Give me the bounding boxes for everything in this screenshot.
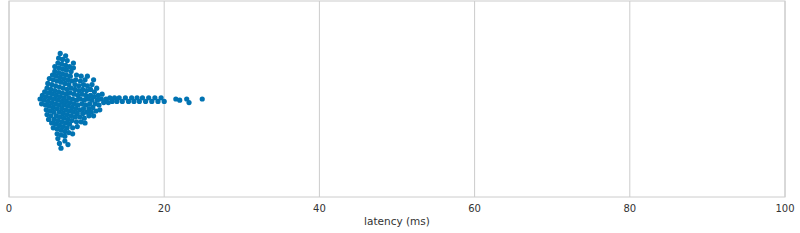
point: [82, 116, 87, 121]
grid-line: [319, 1, 320, 197]
point: [58, 51, 63, 56]
point: [79, 74, 84, 79]
tick-label: 0: [6, 203, 12, 214]
point: [71, 60, 76, 65]
point: [76, 83, 81, 88]
point: [82, 120, 87, 125]
point: [57, 141, 62, 146]
x-axis-label: latency (ms): [364, 215, 430, 227]
point: [94, 86, 99, 91]
point: [177, 98, 182, 103]
tick-label: 80: [623, 203, 636, 214]
point: [100, 92, 105, 97]
point: [63, 53, 68, 58]
points: [37, 51, 204, 151]
tick-label: 40: [313, 203, 326, 214]
point: [71, 65, 76, 70]
point: [91, 113, 96, 118]
point: [75, 124, 80, 129]
point: [186, 100, 191, 105]
tick-label: 60: [468, 203, 481, 214]
grid: [9, 1, 785, 197]
grid-line: [474, 1, 475, 197]
point: [162, 99, 167, 104]
point: [58, 146, 63, 151]
plot-frame: [9, 1, 785, 197]
point: [65, 142, 70, 147]
chart-svg: 0 20 40 60 80 100 latency (ms): [0, 0, 800, 233]
chart-root: 0 20 40 60 80 100 latency (ms): [0, 0, 800, 233]
point: [73, 77, 78, 82]
point: [68, 74, 73, 79]
grid-line: [629, 1, 630, 197]
point: [62, 134, 67, 139]
point: [65, 58, 70, 63]
point: [74, 72, 79, 77]
point: [74, 119, 79, 124]
point: [70, 131, 75, 136]
point: [91, 77, 96, 82]
point: [96, 102, 101, 107]
tick-label: 100: [775, 203, 794, 214]
point: [97, 107, 102, 112]
point: [200, 96, 205, 101]
point: [89, 82, 94, 87]
point: [85, 74, 90, 79]
tick-label: 20: [158, 203, 171, 214]
point: [70, 125, 75, 130]
